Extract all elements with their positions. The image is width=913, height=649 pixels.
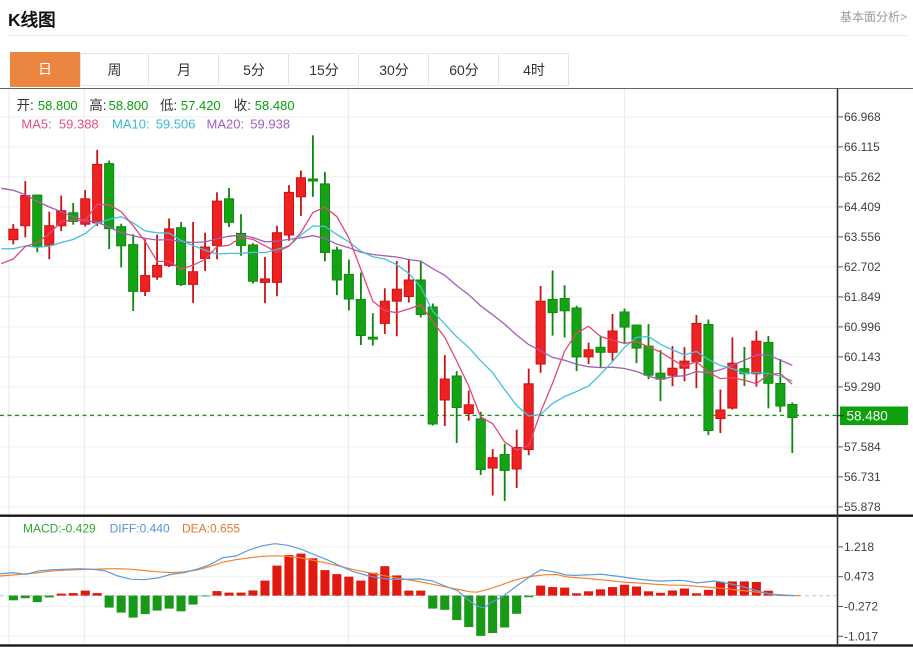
svg-text:63.556: 63.556 [844,230,881,244]
svg-text:MA20:: MA20: [207,117,245,132]
svg-text:1.218: 1.218 [844,540,874,554]
svg-text:高:: 高: [89,97,106,113]
svg-text:58.480: 58.480 [847,409,888,424]
svg-text:59.388: 59.388 [59,117,99,132]
svg-text:59.938: 59.938 [250,117,290,132]
svg-text:59.506: 59.506 [156,117,196,132]
svg-text:收:: 收: [234,98,251,113]
svg-text:MACD:-0.429: MACD:-0.429 [23,522,96,536]
svg-text:58.480: 58.480 [255,98,295,113]
svg-text:低:: 低: [160,98,177,113]
svg-text:DIFF:0.440: DIFF:0.440 [110,522,170,536]
svg-text:-0.272: -0.272 [844,600,878,614]
svg-text:59.290: 59.290 [844,380,881,394]
svg-text:64.409: 64.409 [844,200,881,214]
svg-text:66.115: 66.115 [844,140,880,154]
svg-text:0.473: 0.473 [844,570,874,584]
svg-text:65.262: 65.262 [844,170,881,184]
svg-text:57.420: 57.420 [181,98,221,113]
svg-text:60.143: 60.143 [844,350,881,364]
svg-text:-1.017: -1.017 [844,629,878,643]
svg-text:60.996: 60.996 [844,320,881,334]
svg-text:66.968: 66.968 [844,110,881,124]
svg-text:DEA:0.655: DEA:0.655 [182,522,240,536]
svg-text:55.878: 55.878 [844,500,881,514]
svg-text:MA10:: MA10: [112,117,150,132]
svg-text:58.800: 58.800 [38,98,78,113]
svg-text:61.849: 61.849 [844,290,881,304]
svg-text:57.584: 57.584 [844,440,881,454]
svg-text:56.731: 56.731 [844,470,881,484]
svg-text:开:: 开: [17,98,34,113]
svg-text:MA5:: MA5: [21,117,51,132]
svg-text:58.800: 58.800 [109,98,149,113]
svg-text:62.702: 62.702 [844,260,881,274]
